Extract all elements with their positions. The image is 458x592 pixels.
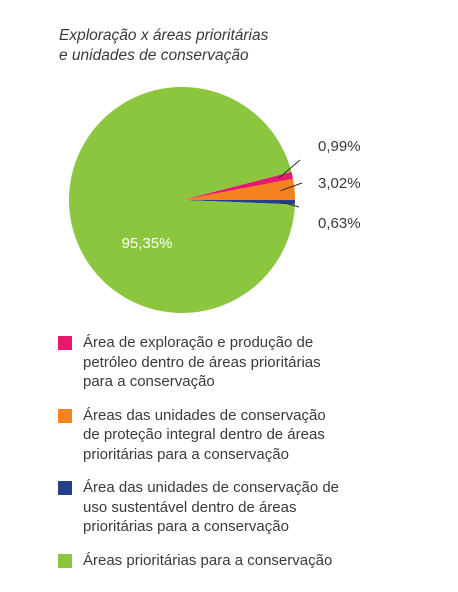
legend-label-areas-prioritarias-line-1: Áreas prioritárias para a conservação bbox=[83, 551, 333, 569]
legend-swatch-areas-prioritarias bbox=[58, 553, 72, 568]
pie-chart: 0,99% 3,02% 0,63% 95,35% bbox=[69, 86, 361, 313]
chart-title-line-1: Exploração x áreas prioritárias bbox=[59, 27, 269, 44]
pie-slice-protecao-integral bbox=[182, 178, 295, 201]
legend-item-protecao-integral: Áreas das unidades de conservação de pro… bbox=[58, 406, 398, 465]
slice-label-exploracao: 0,99% bbox=[318, 138, 361, 155]
legend-label-protecao-integral-line-3: prioritárias para a conservação bbox=[83, 445, 289, 463]
pie-slice-uso-sustentavel bbox=[182, 200, 295, 205]
slice-label-protecao-integral: 3,02% bbox=[318, 175, 361, 192]
leader-line-uso-sustentavel bbox=[280, 201, 300, 208]
legend-item-uso-sustentavel: Área das unidades de conservação de uso … bbox=[58, 478, 398, 537]
legend-label-exploracao-line-2: petróleo dentro de áreas prioritárias bbox=[83, 353, 321, 371]
legend-swatch-uso-sustentavel bbox=[58, 481, 72, 495]
chart-title-line-2: e unidades de conservação bbox=[59, 47, 249, 64]
leader-line-protecao-integral bbox=[280, 182, 303, 192]
legend-item-areas-prioritarias: Áreas prioritárias para a conservação bbox=[58, 551, 398, 571]
legend: Área de exploração e produção de petróle… bbox=[58, 333, 398, 570]
legend-label-protecao-integral-line-1: Áreas das unidades de conservação bbox=[83, 406, 326, 424]
legend-label-exploracao-line-3: para a conservação bbox=[83, 373, 215, 390]
pie-slice-exploracao bbox=[182, 171, 293, 200]
legend-label-uso-sustentavel-line-3: prioritárias para a conservação bbox=[83, 518, 289, 535]
chart-title: Exploração x áreas prioritárias e unidad… bbox=[59, 26, 268, 66]
slice-label-uso-sustentavel: 0,63% bbox=[318, 215, 361, 232]
legend-label-protecao-integral-line-2: de proteção integral dentro de áreas bbox=[83, 426, 325, 443]
leader-line-exploracao bbox=[278, 159, 301, 179]
slice-label-areas-prioritarias: 95,35% bbox=[122, 235, 173, 252]
pie-slice-areas-prioritarias bbox=[69, 86, 295, 313]
legend-swatch-exploracao bbox=[58, 336, 72, 350]
legend-swatch-protecao-integral bbox=[58, 408, 72, 423]
legend-label-uso-sustentavel-line-2: uso sustentável dentro de áreas bbox=[83, 498, 297, 516]
legend-label-uso-sustentavel-line-1: Área das unidades de conservação de bbox=[83, 479, 340, 496]
legend-label-exploracao-line-1: Área de exploração e produção de bbox=[83, 334, 314, 351]
legend-item-exploracao: Área de exploração e produção de petróle… bbox=[58, 333, 398, 392]
